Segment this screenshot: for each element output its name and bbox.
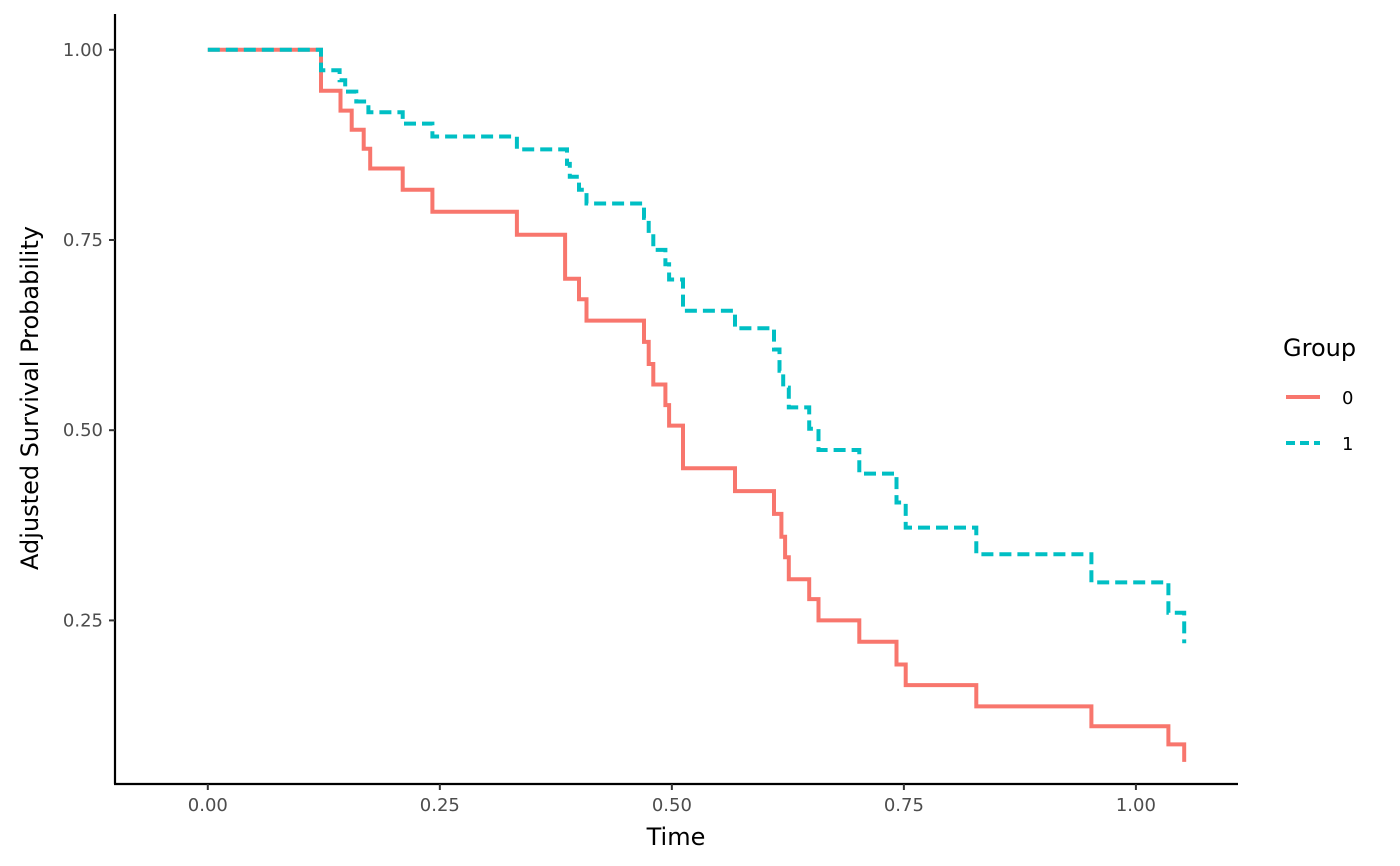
x-tick-label: 0.25 bbox=[420, 795, 460, 816]
y-tick-label: 1.00 bbox=[63, 40, 103, 61]
legend: Group 0 1 bbox=[1283, 334, 1356, 455]
x-tick-label: 0.50 bbox=[652, 795, 692, 816]
legend-label-1: 1 bbox=[1342, 434, 1353, 455]
legend-title: Group bbox=[1283, 334, 1356, 362]
x-axis-ticks: 0.00 0.25 0.50 0.75 1.00 bbox=[188, 784, 1156, 816]
y-tick-label: 0.50 bbox=[63, 420, 103, 441]
series-line-0 bbox=[207, 47, 1187, 762]
series-line-1 bbox=[207, 47, 1187, 644]
x-tick-label: 0.00 bbox=[188, 795, 228, 816]
y-axis-title: Adjusted Survival Probability bbox=[16, 226, 44, 570]
x-axis-title: Time bbox=[646, 823, 706, 851]
plot-series-group bbox=[207, 47, 1187, 762]
x-tick-label: 1.00 bbox=[1116, 795, 1156, 816]
y-tick-label: 0.75 bbox=[63, 230, 103, 251]
x-tick-label: 0.75 bbox=[884, 795, 924, 816]
y-tick-label: 0.25 bbox=[63, 610, 103, 631]
legend-label-0: 0 bbox=[1342, 388, 1353, 409]
y-axis-ticks: 0.25 0.50 0.75 1.00 bbox=[63, 40, 115, 631]
